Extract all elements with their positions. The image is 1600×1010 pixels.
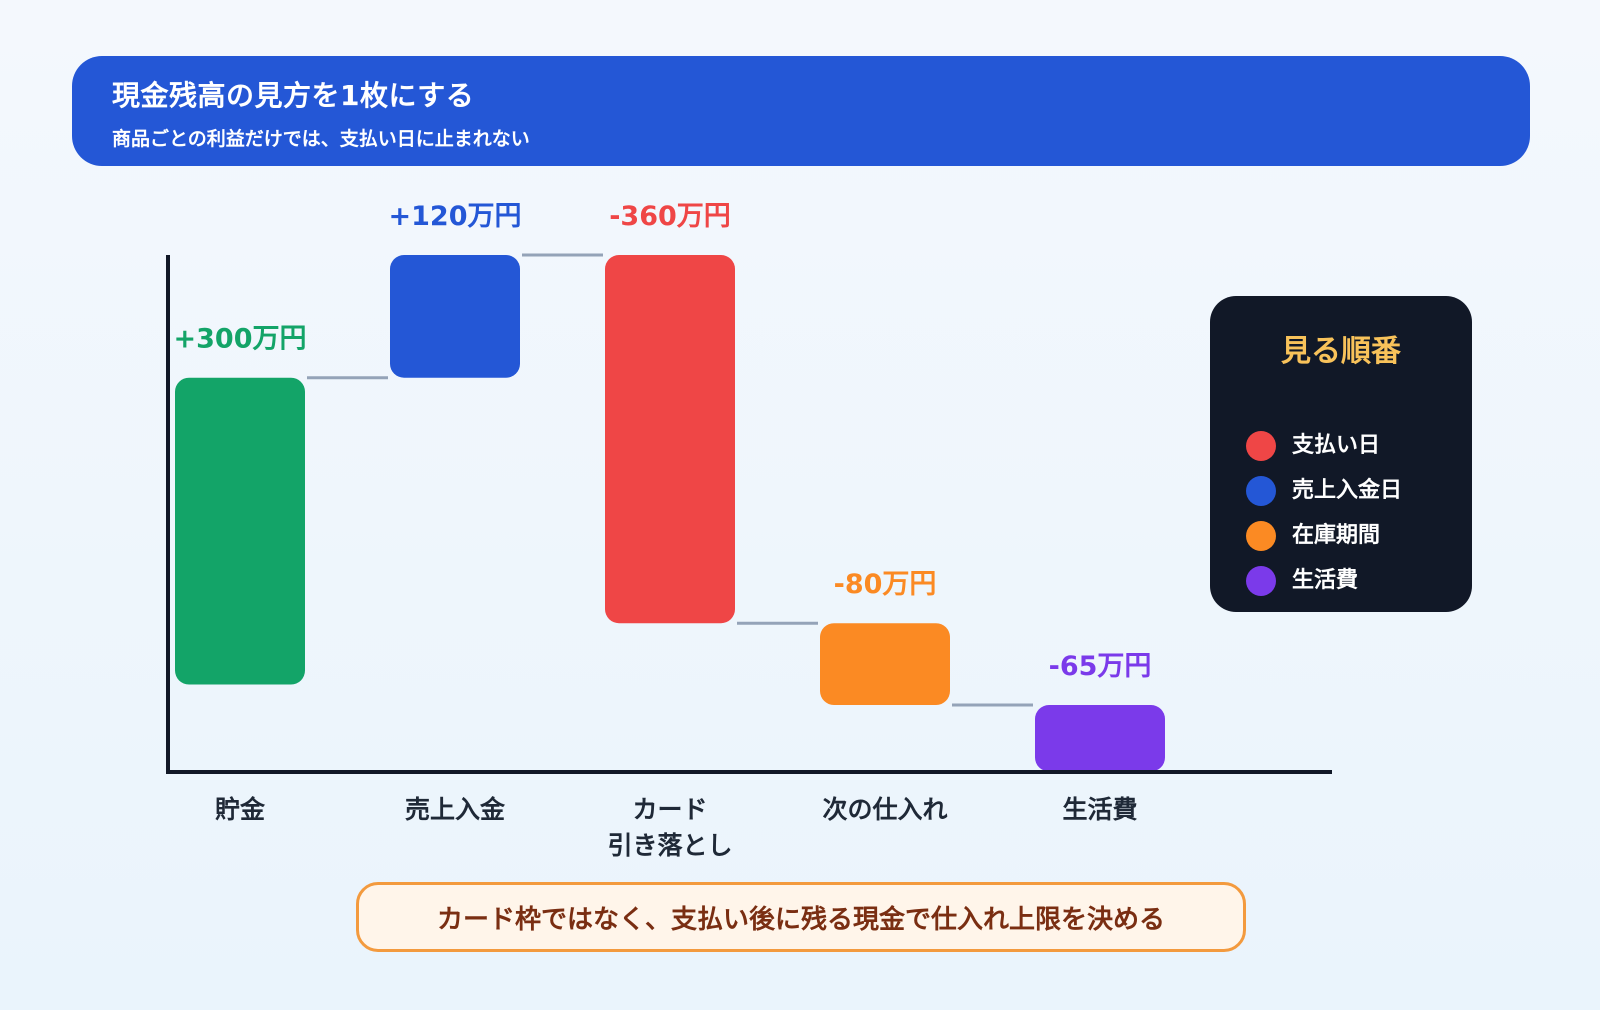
legend-label: 在庫期間 <box>1292 522 1381 548</box>
x-tick-label-line: 貯金 <box>215 795 266 824</box>
legend-dot-icon <box>1246 565 1276 596</box>
note-text: カード枠ではなく、支払い後に残る現金で仕入れ上限を決める <box>436 904 1165 935</box>
x-tick-label-line: カード <box>632 795 707 824</box>
data-label: +120万円 <box>389 201 522 232</box>
x-tick-label: 貯金 <box>215 795 266 824</box>
bar <box>175 377 305 685</box>
x-tick-label: カード引き落とし <box>607 795 732 860</box>
legend-item: 生活費 <box>1246 555 1472 600</box>
legend-item: 支払い日 <box>1246 420 1472 465</box>
data-label: -80万円 <box>834 569 937 600</box>
header-banner: 現金残高の見方を1枚にする 商品ごとの利益だけでは、支払い日に止まれない <box>72 56 1530 166</box>
legend-dot-icon <box>1246 520 1276 551</box>
note-box: カード枠ではなく、支払い後に残る現金で仕入れ上限を決める <box>356 882 1246 952</box>
bar <box>1035 705 1165 772</box>
legend-title: 見る順番 <box>1281 334 1401 369</box>
data-label: -360万円 <box>609 201 731 232</box>
x-tick-label: 次の仕入れ <box>822 795 947 824</box>
page-subtitle: 商品ごとの利益だけでは、支払い日に止まれない <box>112 128 530 150</box>
legend-dot-icon <box>1246 430 1276 461</box>
page-title: 現金残高の見方を1枚にする <box>112 79 475 112</box>
bar <box>605 255 735 624</box>
x-tick-label-line: 引き落とし <box>607 831 732 860</box>
x-tick-label-line: 次の仕入れ <box>822 795 947 824</box>
bar <box>820 623 950 706</box>
legend-label: 支払い日 <box>1292 432 1381 458</box>
legend-list: 支払い日売上入金日在庫期間生活費 <box>1210 420 1472 600</box>
data-label: +300万円 <box>174 324 307 355</box>
data-label: -65万円 <box>1049 651 1152 682</box>
legend-item: 売上入金日 <box>1246 465 1472 510</box>
legend-label: 売上入金日 <box>1292 477 1403 503</box>
legend-panel: 見る順番 支払い日売上入金日在庫期間生活費 <box>1210 296 1472 612</box>
legend-dot-icon <box>1246 475 1276 506</box>
x-tick-label: 売上入金 <box>405 795 506 824</box>
legend-label: 生活費 <box>1292 567 1359 593</box>
bar <box>390 255 520 378</box>
x-tick-label-line: 生活費 <box>1062 795 1137 824</box>
legend-item: 在庫期間 <box>1246 510 1472 555</box>
x-tick-label: 生活費 <box>1062 795 1137 824</box>
x-tick-label-line: 売上入金 <box>405 795 506 824</box>
